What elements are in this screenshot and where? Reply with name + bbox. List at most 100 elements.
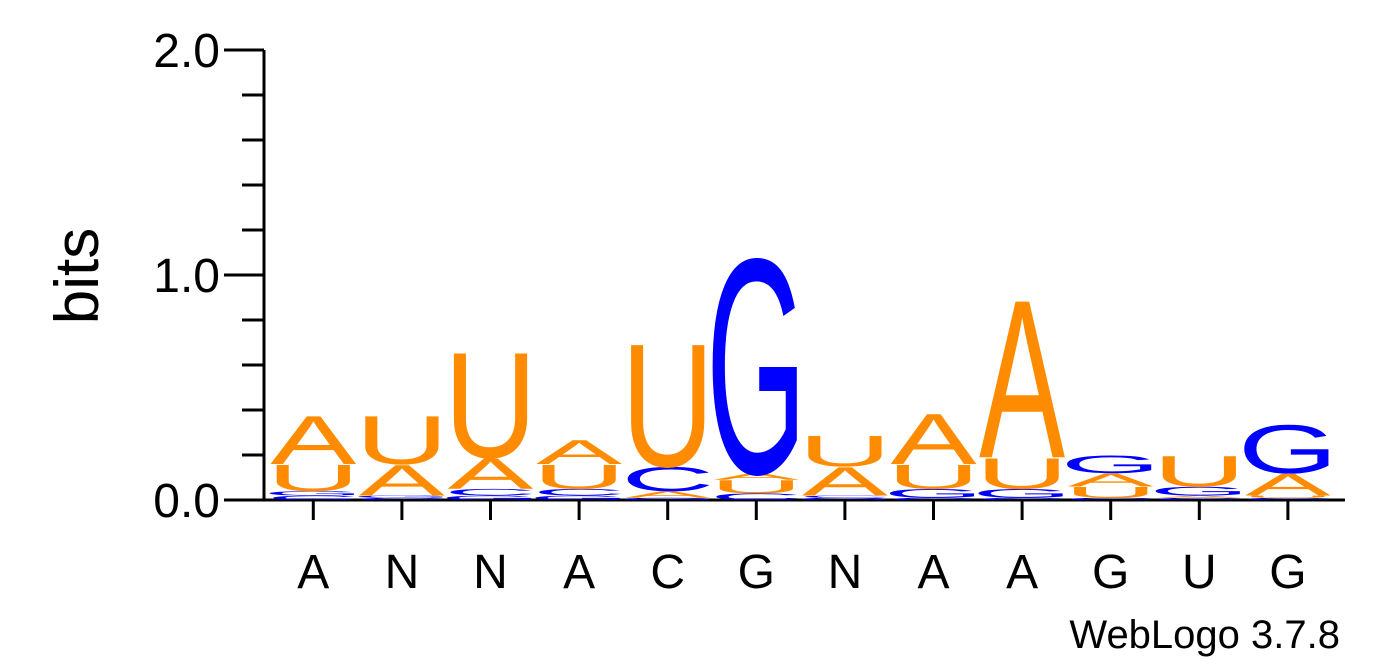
logo-letter-a: A xyxy=(1156,495,1242,499)
logo-letter-c: C xyxy=(267,494,360,501)
logo-letter-c: C xyxy=(1064,497,1157,501)
logo-letter-a: A xyxy=(625,489,711,500)
logo-letter-u: U xyxy=(1064,484,1157,501)
logo-letter-g: G xyxy=(352,495,452,499)
x-tick-label: A xyxy=(1006,546,1038,599)
logo-glyph: C xyxy=(533,487,626,498)
logo-glyph: C xyxy=(976,497,1069,501)
logo-letter-g: G xyxy=(440,494,540,501)
logo-letter-g: G xyxy=(1149,484,1249,498)
logo-glyph: G xyxy=(352,495,452,499)
logo-glyph: G xyxy=(263,490,363,497)
logo-letter-u: U xyxy=(1241,495,1334,499)
logo-glyph: U xyxy=(355,401,448,479)
logo-letter-a: A xyxy=(891,399,977,480)
logo-letter-g: G xyxy=(263,490,363,497)
logo-glyph: G xyxy=(883,486,983,500)
logo-letter-c: C xyxy=(533,487,626,498)
logo-letter-c: C xyxy=(976,497,1069,501)
logo-glyph: G xyxy=(1238,410,1338,488)
x-tick-label: G xyxy=(1269,546,1306,599)
logo-glyph: A xyxy=(625,489,711,500)
logo-glyph: U xyxy=(710,476,803,497)
logo-letter-c: C xyxy=(444,487,537,498)
logo-glyph: G xyxy=(1149,484,1249,498)
logo-glyph: G xyxy=(618,497,718,501)
logo-letter-a: A xyxy=(802,459,888,505)
logo-glyph: G xyxy=(440,494,540,501)
x-tick-label: A xyxy=(563,546,595,599)
logo-glyph: C xyxy=(710,492,803,503)
logo-letter-a: A xyxy=(979,253,1065,506)
logo-glyph: U xyxy=(1153,447,1246,496)
logo-glyph: U xyxy=(976,449,1069,498)
logo-glyph: G xyxy=(1061,450,1161,478)
logo-letter-u: U xyxy=(887,458,980,496)
logo-letter-g: G xyxy=(618,497,718,501)
logo-letter-a: A xyxy=(359,456,446,505)
logo-letter-u: U xyxy=(444,321,537,490)
logo-glyph: A xyxy=(447,449,534,498)
x-tick-label: C xyxy=(650,546,685,599)
y-axis-label: bits xyxy=(43,228,112,324)
logo-letter-c: C xyxy=(798,495,891,499)
y-tick-label: 0.0 xyxy=(153,475,220,528)
logo-letter-u: U xyxy=(355,401,448,479)
logo-letter-g: G xyxy=(972,486,1072,500)
x-tick-label: U xyxy=(1182,546,1217,599)
logo-letter-a: A xyxy=(536,433,622,471)
logo-glyph: U xyxy=(267,457,360,499)
logo-glyph: C xyxy=(621,460,714,498)
x-tick-label: A xyxy=(297,546,329,599)
logo-letter-u: U xyxy=(798,427,891,476)
logo-glyph: C xyxy=(1241,497,1334,501)
logo-glyph: A xyxy=(1156,495,1242,499)
y-tick-label: 2.0 xyxy=(153,25,220,78)
x-tick-label: N xyxy=(828,546,863,599)
x-tick-label: A xyxy=(917,546,949,599)
logo-glyph: U xyxy=(798,427,891,476)
logo-letter-c: C xyxy=(1153,497,1246,501)
logo-letter-g: G xyxy=(706,195,806,539)
logo-letter-a: A xyxy=(1068,470,1155,491)
logo-glyph: A xyxy=(979,253,1065,506)
logo-glyph: A xyxy=(891,399,977,480)
logo-glyph: A xyxy=(359,456,446,505)
logo-glyph: U xyxy=(533,458,626,496)
logo-letter-c: C xyxy=(621,460,714,498)
logo-letter-g: G xyxy=(1238,410,1338,488)
logo-glyph: A xyxy=(802,459,888,505)
logo-glyph: C xyxy=(1064,497,1157,501)
logo-glyph: A xyxy=(270,401,356,479)
weblogo-credit: WebLogo 3.7.8 xyxy=(1069,613,1340,657)
logo-glyph: C xyxy=(798,495,891,499)
logo-glyph: U xyxy=(1241,495,1334,499)
logo-letter-a: A xyxy=(1245,467,1332,502)
logo-glyph: A xyxy=(1068,470,1155,491)
logo-glyph: U xyxy=(444,321,537,490)
logo-letter-u: U xyxy=(976,449,1069,498)
logo-glyph: C xyxy=(267,494,360,501)
logo-glyph: A xyxy=(713,471,799,482)
logo-glyph: C xyxy=(887,497,980,501)
y-axis: 0.0 1.0 2.0 xyxy=(153,25,266,528)
logo-letter-c: C xyxy=(887,497,980,501)
x-tick-label: N xyxy=(385,546,420,599)
logo-letter-g: G xyxy=(883,486,983,500)
logo-letter-u: U xyxy=(267,457,360,499)
logo-glyph: C xyxy=(355,497,448,501)
logo-glyph: U xyxy=(1064,484,1157,501)
